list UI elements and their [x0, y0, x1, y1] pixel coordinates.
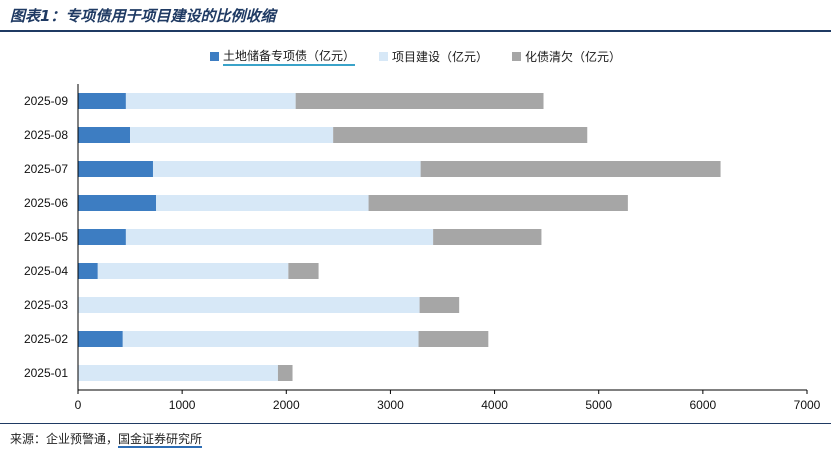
y-tick-label: 2025-07 [24, 162, 68, 176]
y-tick-label: 2025-01 [24, 366, 68, 380]
y-tick-label: 2025-03 [24, 298, 68, 312]
bar-segment [419, 297, 460, 313]
x-tick-label: 6000 [690, 398, 717, 412]
bar-segment [125, 229, 434, 245]
bar-segment [295, 93, 544, 109]
legend-swatch [378, 52, 388, 61]
legend-item: 土地储备专项债（亿元） [209, 47, 355, 66]
x-tick-label: 7000 [794, 398, 821, 412]
bar-segment [78, 331, 123, 347]
legend-item: 化债清欠（亿元） [512, 48, 621, 65]
source-rule [0, 423, 831, 424]
legend-item: 项目建设（亿元） [378, 48, 488, 65]
legend-swatch [512, 52, 521, 61]
bar-segment [78, 297, 420, 313]
source-highlight: 国金证券研究所 [118, 432, 203, 448]
bar-segment [78, 229, 126, 245]
legend: 土地储备专项债（亿元） 项目建设（亿元） 化债清欠（亿元） [0, 47, 831, 66]
bar-segment [333, 127, 588, 143]
bar-segment [122, 331, 419, 347]
bar-segment [78, 263, 98, 279]
y-tick-label: 2025-04 [24, 264, 68, 278]
y-tick-label: 2025-06 [24, 196, 68, 210]
bar-segment [433, 229, 542, 245]
bar-segment [368, 195, 628, 211]
source-prefix: 来源：企业预警通， [10, 432, 119, 446]
bar-segment [130, 127, 334, 143]
legend-label: 项目建设（亿元） [391, 50, 488, 64]
x-tick-label: 3000 [377, 398, 404, 412]
legend-swatch [209, 52, 219, 61]
x-tick-label: 1000 [169, 398, 196, 412]
title-rule [0, 30, 831, 32]
x-tick-label: 4000 [481, 398, 508, 412]
x-tick-label: 2000 [273, 398, 300, 412]
chart-title: 图表1：专项债用于项目建设的比例收缩 [10, 7, 276, 25]
bar-segment [97, 263, 289, 279]
bar-segment [78, 127, 131, 143]
legend-label: 土地储备专项债（亿元） [222, 47, 355, 66]
bar-segment [288, 263, 319, 279]
bar-segment [78, 365, 278, 381]
bar-segment [78, 93, 126, 109]
bar-segment [152, 161, 421, 177]
legend-label: 化债清欠（亿元） [525, 50, 622, 64]
source-note: 来源：企业预警通，国金证券研究所 [10, 430, 203, 448]
y-tick-label: 2025-02 [24, 332, 68, 346]
bar-segment [418, 331, 489, 347]
bar-segment [277, 365, 293, 381]
x-tick-label: 0 [75, 398, 82, 412]
y-tick-label: 2025-08 [24, 128, 68, 142]
y-tick-label: 2025-09 [24, 94, 68, 108]
bar-segment [156, 195, 369, 211]
x-tick-label: 5000 [585, 398, 612, 412]
bar-segment [125, 93, 296, 109]
bar-segment [78, 161, 153, 177]
y-tick-label: 2025-05 [24, 230, 68, 244]
bar-segment [420, 161, 721, 177]
bar-segment [78, 195, 157, 211]
